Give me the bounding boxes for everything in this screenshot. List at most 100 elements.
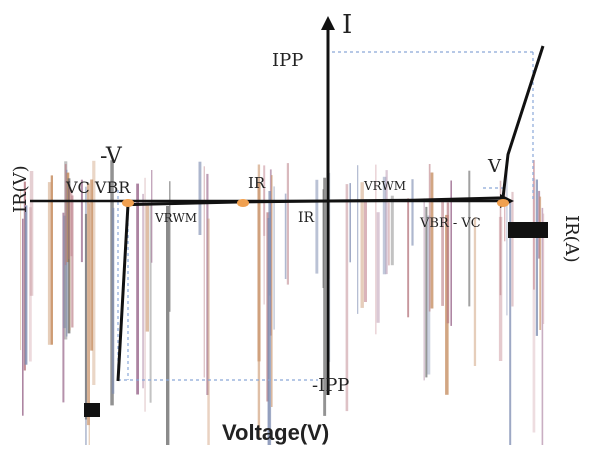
noise-stripe <box>506 166 508 316</box>
noise-stripe <box>166 206 170 445</box>
noise-stripe <box>345 184 349 412</box>
noise-stripe <box>71 195 74 328</box>
noise-stripe <box>423 198 425 381</box>
noise-stripe <box>323 177 327 416</box>
noise-stripe <box>84 213 88 420</box>
noise-stripe <box>322 189 324 288</box>
right-axis-label: IR(A) <box>561 215 582 263</box>
noise-stripe <box>425 206 428 378</box>
noise-stripe <box>22 218 24 416</box>
noise-stripe <box>376 212 380 323</box>
noise-stripe <box>539 196 542 330</box>
noise-stripe <box>145 204 149 332</box>
iv-curve-series <box>116 45 545 382</box>
noise-stripe <box>24 205 28 365</box>
noise-stripe <box>407 198 410 318</box>
noise-stripe <box>64 164 67 266</box>
vrwm-right-label: VRWM <box>363 179 406 193</box>
noise-stripe <box>144 177 146 412</box>
noise-stripe <box>360 182 364 308</box>
noise-stripe <box>268 211 271 296</box>
left-black-block <box>84 403 100 417</box>
noise-stripe <box>375 164 377 335</box>
current-axis-label: I <box>342 10 352 40</box>
noise-stripe <box>20 189 22 351</box>
noise-stripe <box>349 183 351 263</box>
marker-point <box>497 199 509 207</box>
neg-ipp-label: -IPP <box>312 375 349 396</box>
noise-stripe <box>315 179 319 274</box>
y-axis-arrowhead <box>321 16 335 30</box>
noise-stripe <box>428 164 431 312</box>
marker-point <box>237 199 249 207</box>
noise-stripe <box>111 207 115 394</box>
ir-bottom-label: IR <box>298 210 315 226</box>
noise-stripe <box>430 172 434 309</box>
noise-stripe <box>427 215 431 375</box>
noise-stripe <box>441 201 444 306</box>
noise-stripe <box>511 191 514 307</box>
v-right-label: V <box>487 156 502 177</box>
noise-stripe <box>388 202 390 266</box>
noise-stripe <box>499 180 502 296</box>
noise-stripe <box>257 164 261 439</box>
noise-stripe <box>450 180 452 326</box>
marker-points <box>122 199 509 207</box>
vbr-vc-label: VBR - VC <box>419 216 481 231</box>
noise-stripe <box>62 212 65 403</box>
noise-stripe <box>382 176 387 275</box>
noise-stripe <box>535 179 538 336</box>
noise-stripe <box>90 179 94 351</box>
noise-stripe <box>411 179 414 246</box>
noise-stripe <box>136 183 139 395</box>
noise-stripe <box>509 201 512 445</box>
noise-stripe <box>271 175 273 407</box>
noise-stripe <box>207 218 210 445</box>
noise-stripe <box>29 171 34 296</box>
right-black-block <box>508 222 548 238</box>
noise-stripe <box>63 215 67 329</box>
noise-stripe <box>206 173 209 395</box>
noise-stripe <box>86 183 90 426</box>
neg-voltage-label: -V <box>100 144 123 169</box>
noise-stripe <box>446 202 450 324</box>
ir-top-label: IR <box>248 174 266 192</box>
noise-stripe <box>357 165 359 314</box>
vrwm-left-label: VRWM <box>154 211 197 225</box>
vc-vbr-label: VC VBR <box>65 178 131 197</box>
noise-stripe <box>203 166 205 378</box>
marker-point <box>122 199 134 207</box>
noise-stripes <box>20 160 545 445</box>
noise-stripe <box>263 186 265 305</box>
noise-stripe <box>29 207 32 362</box>
noise-stripe <box>68 181 70 260</box>
ipp-label: IPP <box>272 50 303 71</box>
x-axis-title: Voltage(V) <box>222 420 329 445</box>
noise-stripe <box>80 179 83 263</box>
noise-stripe <box>92 160 96 385</box>
noise-stripe <box>169 181 171 312</box>
noise-stripe <box>542 213 545 324</box>
noise-stripe <box>284 193 287 279</box>
noise-stripe <box>151 170 153 263</box>
noise-stripe <box>273 186 275 330</box>
noise-stripe <box>473 217 477 366</box>
noise-stripe <box>286 163 289 285</box>
noise-stripe <box>532 178 536 433</box>
noise-stripe <box>50 175 53 345</box>
noise-stripe <box>69 186 71 331</box>
noise-stripe <box>198 161 202 235</box>
noise-stripe <box>149 203 152 403</box>
noise-stripe <box>47 182 52 345</box>
noise-stripe <box>385 170 388 275</box>
left-axis-label: IR(V) <box>10 165 31 213</box>
noise-stripe <box>468 170 471 307</box>
noise-stripe <box>364 199 367 302</box>
noise-stripe <box>142 193 144 389</box>
noise-stripe <box>390 195 394 266</box>
noise-stripe <box>541 207 544 445</box>
noise-stripe <box>504 175 506 242</box>
noise-stripe <box>268 191 272 445</box>
